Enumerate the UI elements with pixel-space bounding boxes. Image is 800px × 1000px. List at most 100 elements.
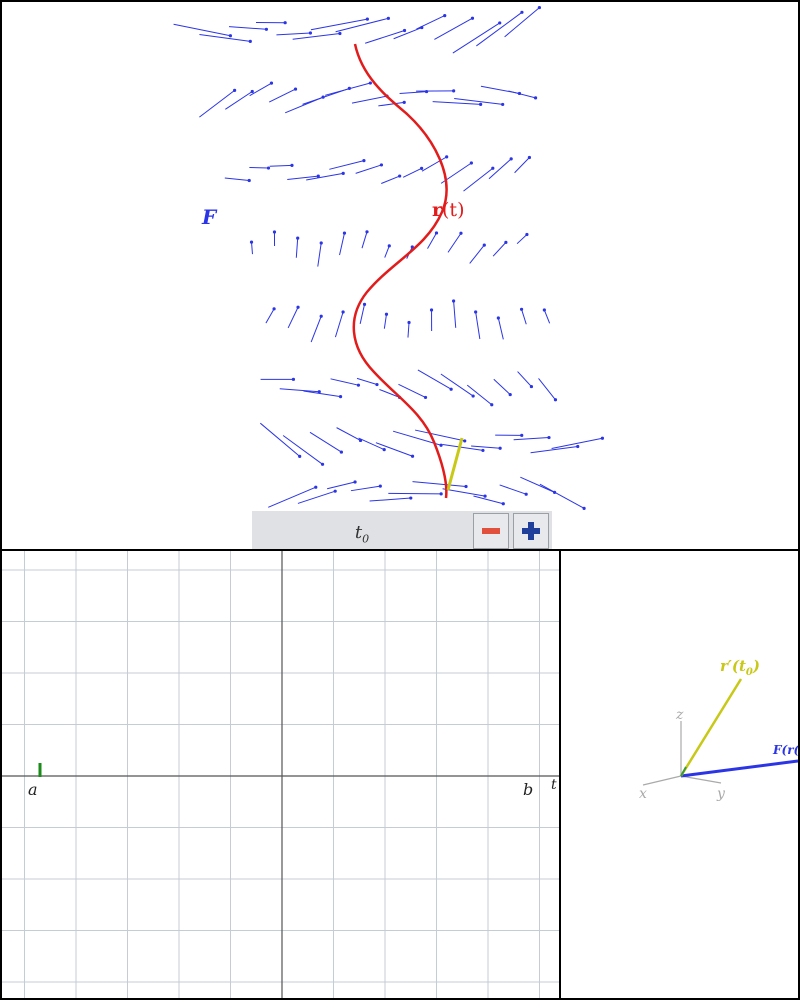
field-arrow-head — [409, 496, 413, 500]
field-arrow — [517, 371, 532, 387]
field-arrow — [378, 101, 405, 107]
field-arrow-head — [319, 314, 323, 318]
field-arrow — [476, 11, 523, 47]
field-arrow-head — [410, 245, 414, 249]
origin-green-segment — [680, 766, 687, 777]
field-arrows — [173, 5, 605, 510]
field-arrow — [310, 18, 368, 31]
x-axis-label: x — [639, 786, 647, 802]
field-arrow — [440, 373, 474, 397]
parameter-graph-panel[interactable]: a b t — [0, 549, 561, 1000]
field-arrow — [513, 437, 550, 441]
field-arrow — [336, 427, 361, 441]
minus-icon — [482, 528, 500, 534]
field-arrow-head — [296, 236, 300, 240]
field-arrow-head — [362, 159, 366, 163]
field-arrow — [330, 378, 359, 386]
field-arrow — [492, 242, 507, 257]
field-arrow — [279, 388, 320, 393]
field-arrow — [356, 377, 378, 386]
field-arrow — [469, 244, 485, 264]
field-arrow-head — [452, 89, 456, 93]
field-arrow-head — [342, 231, 347, 235]
field-arrow — [442, 488, 486, 497]
field-arrow — [249, 82, 272, 97]
field-arrow-head — [368, 81, 372, 85]
field-arrow — [317, 242, 322, 267]
field-arrow-head — [423, 395, 428, 400]
field-arrow — [173, 23, 231, 37]
field-arrow-head — [490, 403, 494, 407]
field-arrow — [543, 309, 551, 324]
field-arrow-head — [386, 16, 390, 20]
field-arrow — [453, 300, 457, 328]
vector-compare-canvas[interactable]: r′(t0) F(r( z x y — [561, 551, 798, 998]
field-arrow — [276, 32, 311, 36]
field-arrow-head — [398, 174, 402, 178]
field-arrow — [259, 422, 301, 457]
field-label-3d: F(r( — [772, 743, 798, 757]
vector-field-canvas[interactable]: F r(t) — [2, 2, 798, 549]
field-arrow-head — [524, 492, 528, 496]
tangent-vector-3d — [679, 678, 743, 777]
field-arrow — [516, 234, 528, 245]
field-arrow-head — [316, 174, 320, 178]
field-arrow-head — [356, 383, 361, 387]
field-arrow — [379, 389, 400, 398]
field-arrow — [530, 446, 578, 454]
field-arrow — [375, 442, 413, 457]
x-axis — [642, 775, 682, 786]
field-arrow — [309, 431, 342, 453]
field-arrow — [421, 156, 447, 172]
field-arrow — [417, 369, 452, 390]
field-arrow-head — [410, 454, 415, 458]
field-arrow — [538, 378, 556, 401]
field-arrow-head — [508, 392, 512, 397]
field-arrow-head — [308, 31, 313, 35]
field-arrow — [412, 481, 467, 487]
field-arrow — [361, 231, 368, 249]
field-arrow-head — [228, 34, 233, 38]
field-arrow-head — [298, 454, 302, 458]
field-arrow-head — [509, 157, 513, 161]
decrement-button[interactable] — [473, 513, 509, 549]
field-arrow — [454, 98, 503, 105]
field-arrow-head — [420, 166, 424, 170]
field-arrow-head — [317, 390, 321, 394]
field-arrow-head — [247, 178, 251, 183]
field-arrow-head — [384, 312, 389, 316]
field-arrow — [228, 26, 267, 30]
field-arrow-head — [338, 395, 343, 399]
field-arrow — [268, 88, 296, 103]
field-arrow — [463, 167, 494, 192]
field-arrow-head — [320, 462, 325, 466]
field-arrow-head — [375, 382, 379, 387]
field-arrow-head — [439, 492, 443, 496]
field-arrow-head — [459, 231, 463, 235]
field-arrow-head — [491, 166, 495, 170]
parameter-graph[interactable]: a b t — [2, 551, 559, 998]
field-arrow — [504, 7, 540, 38]
field-arrow-head — [293, 87, 298, 91]
field-arrow — [427, 232, 437, 249]
field-arrow-head — [266, 166, 271, 170]
field-arrow — [306, 172, 344, 181]
field-arrow-head — [504, 240, 508, 244]
field-arrow — [398, 383, 426, 398]
field-arrow-head — [501, 102, 505, 107]
field-arrow — [268, 486, 316, 508]
field-arrow — [295, 238, 299, 258]
field-arrow-head — [264, 27, 268, 31]
field-arrow — [384, 245, 390, 258]
field-arrow-head — [501, 502, 505, 506]
field-arrow-head — [496, 316, 500, 320]
t0-slider[interactable]: t0 — [252, 511, 552, 549]
field-arrow — [324, 82, 371, 96]
field-arrow-head — [272, 307, 276, 311]
field-arrow — [434, 17, 473, 40]
field-arrow-head — [449, 387, 453, 391]
increment-button[interactable] — [513, 513, 549, 549]
field-arrow — [224, 177, 250, 181]
field-arrow-head — [250, 89, 254, 94]
field-arrow — [335, 17, 389, 33]
